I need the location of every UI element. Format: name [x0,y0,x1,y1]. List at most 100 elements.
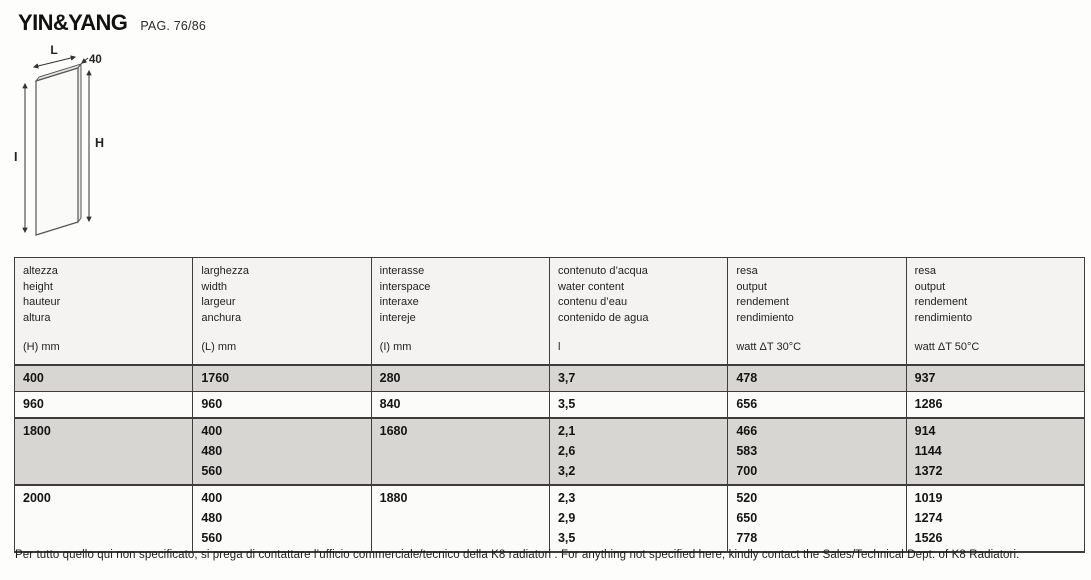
column-header-label: altezza [23,265,58,277]
cell-value: 2,6 [557,444,576,458]
table-cell: 656 [727,391,907,419]
table-cell: 1286 [905,391,1086,419]
column-header: altezza height hauteur altura (H) mm [13,257,194,366]
cell-value: 960 [201,397,223,411]
table-cell: 1880 [370,484,550,553]
table-cell: 520 650 778 [727,484,907,553]
table-cell: 2000 [13,484,194,553]
cell-value: 3,2 [557,464,576,478]
column-header-label: rendimiento [914,311,973,324]
column-header-label: anchura [201,311,242,324]
table-cell: 1760 [192,364,372,392]
cell-value: 2,9 [557,511,576,525]
table-row: 400 1760 280 3,7 478 937 [13,364,1086,392]
dimension-depth-label: 40 [89,54,102,66]
table-cell: 478 [727,364,907,392]
cell-value: 3,7 [557,371,576,385]
column-header: larghezza width largeur anchura (L) mm [192,257,372,366]
cell-value: 480 [201,511,223,525]
table-row: 960 960 840 3,5 656 1286 [13,391,1086,419]
cell-value: 2,1 [557,424,576,438]
column-unit-label: (I) mm [379,341,412,353]
table-cell: 960 [13,391,194,419]
cell-value: 560 [201,531,223,545]
dimension-depth: 40 [81,54,102,66]
column-header-label: interaxe [379,296,419,308]
table-cell: 400 [13,364,194,392]
radiator-dimension-diagram: L 40 H I [14,44,104,236]
cell-value: 1526 [914,531,943,545]
column-header-label: resa [914,265,937,277]
column-unit-label: (L) mm [201,341,237,353]
cell-value: 1144 [914,444,942,458]
cell-value: 1274 [914,511,943,525]
header-row: altezza height hauteur altura (H) mm larghezz… [13,257,1086,366]
cell-value: 914 [914,424,936,438]
cell-value: 656 [736,397,758,411]
column-header-label: largeur [201,296,236,308]
table-cell: 914 1144 1372 [905,417,1086,486]
column-header-label: contenuto d’acqua [557,265,648,277]
table-cell: 2,3 2,9 3,5 [548,484,729,553]
table-cell: 1800 [13,417,194,486]
column-unit-label: watt ΔT 30°C [736,341,802,353]
cell-value: 1372 [914,464,943,478]
column-header-label: output [736,280,767,293]
dimension-H-label: H [95,136,104,150]
table-cell: 2,1 2,6 3,2 [548,417,729,486]
column-header-label: interasse [379,265,425,277]
cell-value: 1680 [379,424,408,438]
dimension-I-label: I [14,150,17,164]
column-header-label: contenu d’eau [557,296,628,308]
cell-value: 2000 [23,491,51,505]
cell-value: 280 [379,371,401,385]
contact-note: Per tutto quello qui non specificato, si… [15,549,1020,561]
column-header-label: width [201,280,228,293]
column-header-label: larghezza [201,265,250,277]
column-header-label: intereje [379,311,416,324]
cell-value: 583 [736,444,758,458]
table-cell: 1680 [370,417,550,486]
table-cell: 400 480 560 [192,417,372,486]
column-unit-label: l [557,341,561,353]
cell-value: 2,3 [557,491,576,505]
column-header-label: altura [23,311,51,324]
column-header-label: water content [557,280,625,293]
page-header: YIN&YANG PAG. 76/86 [18,10,206,36]
column-header: resa output rendement rendimiento watt ΔT 30… [727,257,907,366]
cell-value: 478 [736,371,758,385]
table-cell: 3,5 [548,391,729,419]
cell-value: 1019 [914,491,943,505]
table-cell: 466 583 700 [727,417,907,486]
cell-value: 840 [379,397,401,411]
table-row: 1800 400 480 560 1680 2,1 2,6 3,2 466 583 700 914 11… [13,417,1086,486]
page-reference: PAG. 76/86 [140,19,207,33]
column-unit-label: (H) mm [23,341,60,353]
column-header-label: resa [736,265,758,277]
column-header: resa output rendement rendimiento watt ΔT 50… [905,257,1086,366]
dimension-L: L [32,44,77,69]
cell-value: 400 [23,371,44,385]
table-cell: 280 [370,364,550,392]
cell-value: 937 [914,371,936,385]
column-header-label: output [914,280,946,293]
cell-value: 480 [201,444,223,458]
cell-value: 650 [736,511,758,525]
dimension-H: H [86,69,104,223]
product-title: YIN&YANG [18,10,128,35]
column-header-label: contenido de agua [557,311,649,324]
dimension-I: I [14,82,28,234]
spec-table-body: 400 1760 280 3,7 478 937 960 960 840 3,5 656 1286 18… [13,364,1086,553]
table-cell: 400 480 560 [192,484,372,553]
cell-value: 700 [736,464,758,478]
column-header-label: height [23,280,53,293]
cell-value: 778 [736,531,758,545]
cell-value: 1880 [379,491,408,505]
spec-table: altezza height hauteur altura (H) mm larghezz… [13,257,1086,553]
cell-value: 3,5 [557,397,576,411]
table-cell: 3,7 [548,364,729,392]
column-header-label: interspace [379,280,431,293]
cell-value: 960 [23,397,44,411]
cell-value: 400 [201,424,223,438]
